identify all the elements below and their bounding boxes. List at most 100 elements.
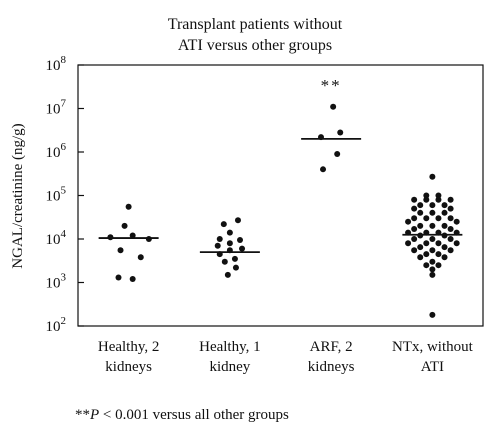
data-point	[216, 236, 223, 242]
data-point	[453, 218, 460, 225]
data-point	[441, 209, 448, 216]
x-category-label: Healthy, 1	[199, 339, 261, 355]
x-category-label: NTx, without	[392, 339, 474, 355]
data-point	[417, 244, 424, 251]
data-point	[221, 258, 228, 265]
y-tick-exponent: 7	[61, 98, 67, 110]
data-point	[220, 221, 227, 228]
data-point	[423, 215, 430, 222]
y-tick-exponent: 8	[61, 54, 67, 66]
data-point	[107, 234, 114, 241]
data-point	[447, 215, 454, 222]
data-point	[224, 271, 231, 278]
chart-title-line-2: ATI versus other groups	[178, 37, 332, 54]
footnote: **P < 0.001 versus all other groups	[75, 407, 289, 423]
data-point	[435, 215, 442, 222]
x-category-label: kidneys	[308, 359, 355, 375]
data-point	[226, 247, 233, 254]
x-category-label: kidneys	[105, 359, 152, 375]
y-tick-label: 103	[46, 272, 67, 292]
data-point	[137, 254, 144, 261]
data-point	[441, 222, 448, 229]
data-points	[107, 103, 460, 318]
data-point	[411, 205, 418, 212]
data-point	[429, 202, 436, 209]
data-point	[334, 150, 341, 157]
data-point	[117, 247, 124, 254]
y-tick-exponent: 5	[61, 185, 67, 197]
data-point	[318, 134, 324, 141]
data-point	[234, 217, 241, 224]
data-point	[411, 247, 418, 254]
chart-title-line-1: Transplant patients without	[168, 16, 343, 33]
data-point	[435, 240, 442, 247]
y-tick-exponent: 6	[61, 141, 67, 153]
data-point	[453, 229, 460, 236]
y-tick-label: 102	[46, 315, 67, 335]
data-point	[429, 236, 436, 242]
data-point	[411, 215, 418, 222]
significance-annotation: **	[321, 76, 342, 95]
x-category-label: Healthy, 2	[98, 339, 160, 355]
data-point	[447, 236, 454, 242]
data-point	[417, 254, 424, 261]
data-point	[423, 262, 430, 269]
y-tick-label: 105	[46, 185, 67, 205]
y-tick-label: 106	[46, 141, 67, 161]
data-point	[441, 254, 448, 261]
data-point	[435, 229, 442, 236]
data-point	[429, 311, 436, 318]
footnote-text: < 0.001 versus all other groups	[99, 407, 289, 423]
y-axis-label: NGAL/creatinine (ng/g)	[10, 123, 26, 268]
data-point	[214, 242, 221, 249]
data-point	[232, 264, 239, 271]
x-category-label: kidney	[209, 359, 250, 375]
data-point	[429, 266, 436, 273]
data-point	[429, 271, 436, 278]
y-tick-label: 104	[46, 228, 67, 248]
data-point	[423, 251, 430, 258]
data-point	[411, 225, 418, 232]
data-point	[226, 229, 233, 236]
y-tick-base: 10	[46, 145, 61, 161]
data-point	[125, 203, 132, 210]
y-tick-base: 10	[46, 276, 61, 292]
data-point	[115, 274, 122, 281]
data-point	[330, 103, 337, 110]
data-point	[441, 244, 448, 251]
data-point	[405, 218, 412, 225]
data-point	[216, 251, 223, 258]
data-point	[337, 129, 344, 136]
footnote-p: P	[89, 407, 99, 423]
data-point	[429, 247, 436, 254]
data-point	[453, 240, 460, 247]
data-point	[423, 240, 430, 247]
data-point	[239, 245, 246, 252]
data-point	[447, 247, 454, 254]
x-category-label: ATI	[421, 359, 444, 375]
data-point	[417, 209, 424, 216]
annotations: **	[321, 76, 342, 95]
data-point	[429, 209, 436, 216]
data-point	[441, 232, 448, 239]
data-point	[447, 205, 454, 212]
data-point	[129, 276, 136, 283]
data-point	[429, 173, 436, 180]
data-point	[429, 258, 436, 265]
data-point	[447, 196, 454, 203]
footnote-stars: **	[75, 407, 90, 423]
data-point	[435, 262, 442, 269]
data-point	[121, 222, 128, 229]
x-category-label: ARF, 2	[310, 339, 353, 355]
data-point	[145, 236, 152, 242]
y-tick-exponent: 3	[61, 272, 67, 284]
data-point	[405, 240, 412, 247]
data-point	[405, 229, 412, 236]
data-point	[411, 236, 418, 242]
data-point	[423, 196, 430, 203]
data-point	[417, 222, 424, 229]
y-tick-base: 10	[46, 189, 61, 205]
data-point	[411, 196, 418, 203]
